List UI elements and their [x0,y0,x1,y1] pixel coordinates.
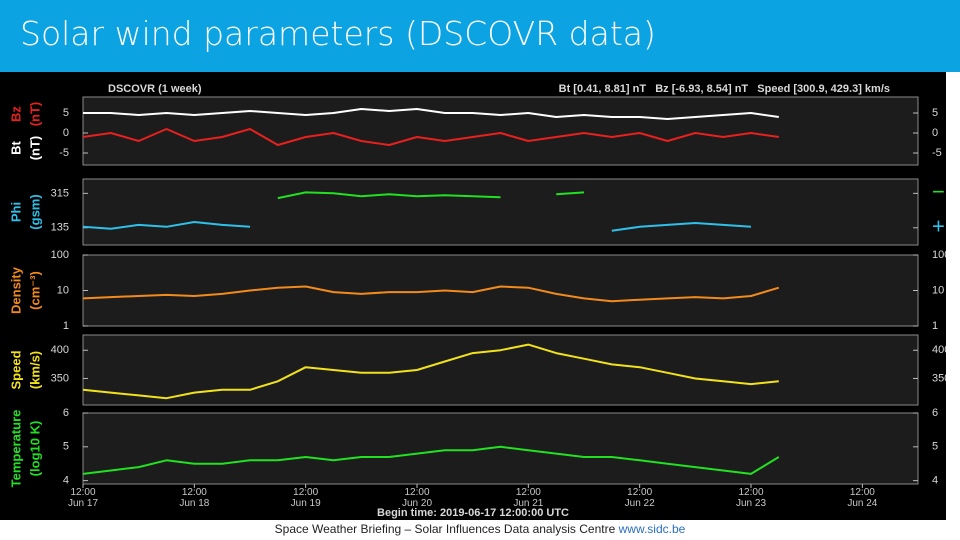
y2-tick-label: 5 [932,107,938,119]
y2-tick-label: 10 [932,284,944,296]
panel-background [82,412,919,485]
y-axis-label: Speed [8,350,23,389]
x-tick-label: 12:00 Jun 20 [401,487,433,509]
x-tick-label: 12:00 Jun 17 [67,487,99,509]
y2-tick-label: 5 [932,441,938,453]
y2-tick-label: 4 [932,475,938,487]
y-axis-label: (km/s) [27,351,42,389]
y-tick-label: 135 [51,222,69,234]
footer-text: Space Weather Briefing – Solar Influence… [274,522,616,536]
y-axis-label: Bz [8,106,23,122]
series-line [82,221,752,232]
panel-background [82,96,919,166]
chart-area: DSCOVR (1 week) Bt [0.41, 8.81] nT Bz [-… [0,72,946,520]
x-tick-label: 12:00 Jun 18 [179,487,210,509]
begin-time: Begin time: 2019-06-17 12:00:00 UTC [377,507,569,519]
y-tick-label: 350 [51,372,69,384]
y-tick-label: 315 [51,187,69,199]
x-tick-label: 12:00 Jun 21 [513,487,544,509]
series-line [82,285,780,303]
chart-title: DSCOVR (1 week) [108,83,202,95]
y2-tick-label: 100 [932,249,946,261]
x-tick-label: 12:00 Jun 19 [290,487,321,509]
y2-tick-label: + [932,214,945,239]
y-axis-label: (log10 K) [27,421,42,477]
x-tick-label: 12:00 Jun 23 [735,487,767,509]
y-axis-label: Phi [8,202,23,222]
y-tick-label: 5 [63,107,69,119]
footer: Space Weather Briefing – Solar Influence… [0,522,960,536]
y2-tick-label: 1 [932,320,938,332]
y-axis-label: Bt [8,140,23,154]
chart: DSCOVR (1 week) Bt [0.41, 8.81] nT Bz [-… [8,83,946,519]
series-line [83,108,779,120]
chart-summary: Bt [0.41, 8.81] nT Bz [-6.93, 8.54] nT S… [559,83,890,95]
x-tick-label: 12:00 Jun 24 [847,487,878,509]
panel-background [82,178,919,246]
y2-tick-label: − [932,179,945,204]
y-axis-label: Density [8,266,23,314]
series-line [82,445,780,475]
y2-tick-label: 0 [932,127,938,139]
panel-background [82,254,919,327]
y2-tick-label: -5 [932,147,942,159]
footer-link[interactable]: www.sidc.be [618,522,686,536]
y2-tick-label: 350 [932,372,946,384]
y-tick-label: 5 [63,441,69,453]
y-tick-label: 10 [57,284,69,296]
y-tick-label: 6 [63,407,69,419]
header-bar: Solar wind parameters (DSCOVR data) [0,0,960,72]
slide-title: Solar wind parameters (DSCOVR data) [20,14,656,53]
y-axis-label: (nT) [27,136,42,161]
y-tick-label: -5 [59,147,69,159]
series-line [82,128,779,146]
y2-tick-label: 6 [932,407,938,419]
y-tick-label: 100 [51,249,69,261]
y-tick-label: 400 [51,344,69,356]
panel-background [82,334,919,406]
x-tick-label: 12:00 Jun 22 [624,487,655,509]
y-tick-label: 1 [63,320,69,332]
y-axis-label: (cm⁻³) [27,271,42,310]
y-axis-label: Temperature [8,410,23,488]
y-axis-label: (nT) [27,102,42,127]
y-tick-label: 0 [63,127,69,139]
y-axis-label: (gsm) [27,194,42,229]
y-tick-label: 4 [63,475,69,487]
series-line [82,343,779,400]
y2-tick-label: 400 [932,344,946,356]
